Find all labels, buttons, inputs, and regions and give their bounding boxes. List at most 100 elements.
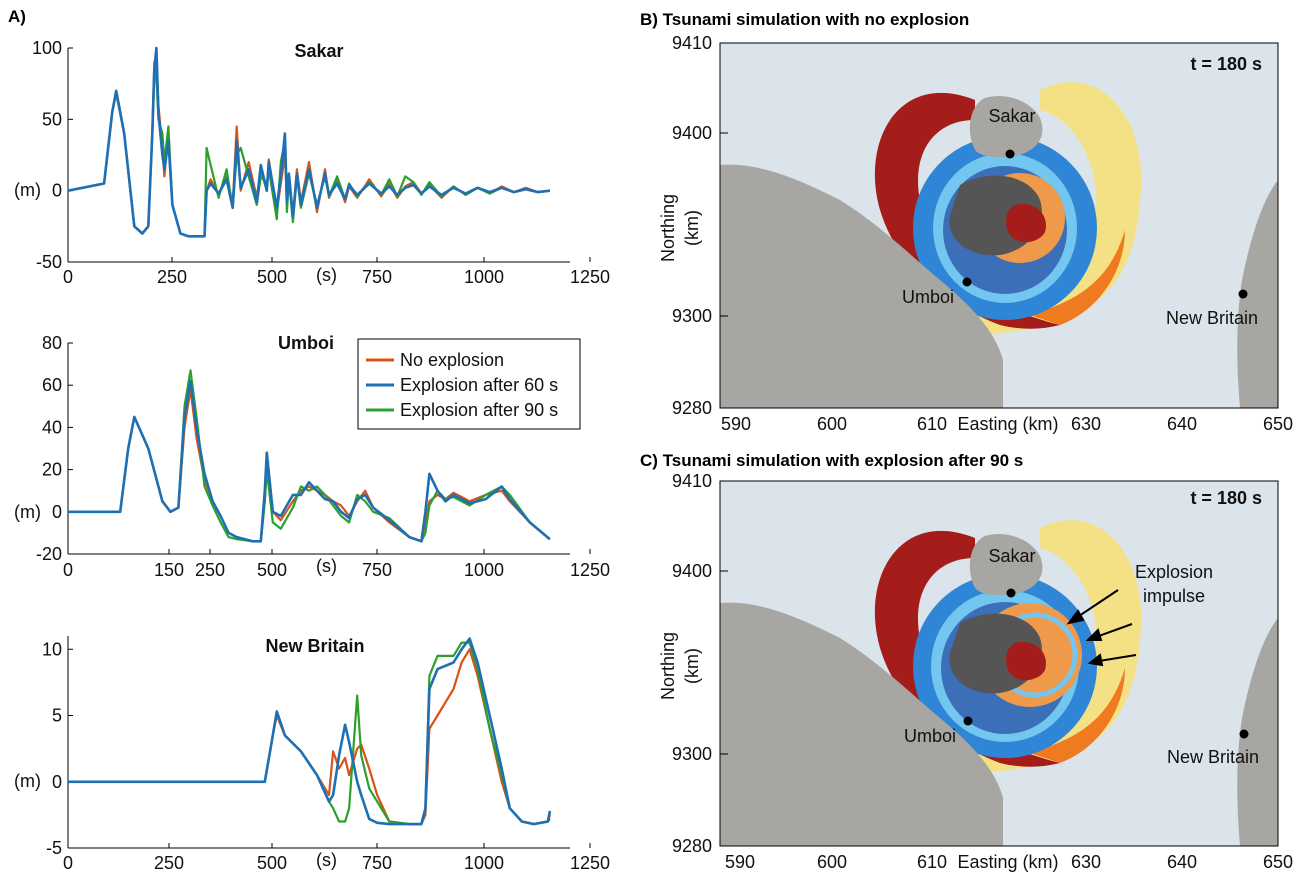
new-britain-ytick-label: 10 — [42, 639, 62, 659]
new-britain-xtick-label: 250 — [154, 853, 184, 873]
map-b-xtick-600: 600 — [817, 414, 847, 434]
umboi-ytick-label: 60 — [42, 375, 62, 395]
umboi-xtick-label: 0 — [63, 560, 73, 580]
map-b: t = 180 s Sakar Umboi New Britain 9410 9… — [658, 33, 1293, 434]
map-b-new-britain-label: New Britain — [1166, 308, 1258, 328]
map-c-new-britain-marker — [1239, 729, 1249, 739]
map-c-ytick-9300: 9300 — [672, 744, 712, 764]
umboi-ytick-label: 20 — [42, 460, 62, 480]
map-c-xtick-640: 640 — [1167, 852, 1197, 872]
map-c-umboi-island — [720, 602, 1003, 846]
map-b-xtick-610: 610 — [917, 414, 947, 434]
arrow-head-icon — [1087, 653, 1104, 667]
map-c-umboi-marker — [963, 716, 973, 726]
new-britain-series-no-explosion — [68, 648, 551, 826]
new-britain-xtick-label: 1250 — [570, 853, 610, 873]
sakar-xtick-label: 1250 — [570, 267, 610, 287]
new-britain-series-explosion-90 — [68, 641, 551, 826]
sakar-ytick-label: 0 — [52, 181, 62, 201]
sakar-series-explosion-60 — [67, 46, 551, 238]
umboi-ytick-label: -20 — [36, 544, 62, 564]
new-britain-xtick-label: 0 — [63, 853, 73, 873]
sakar-xtick-label: 750 — [362, 267, 392, 287]
map-b-umboi-island — [720, 164, 1003, 408]
map-b-xlabel: Easting (km) — [957, 414, 1058, 434]
legend-label-no-explosion: No explosion — [400, 350, 504, 370]
map-c-sakar-island — [969, 534, 1043, 596]
map-c-ytick-9410: 9410 — [672, 471, 712, 491]
map-b-sakar-island — [969, 96, 1043, 158]
new-britain-ytick-label: -5 — [46, 838, 62, 858]
arrow-icon — [1098, 654, 1137, 662]
new-britain-xtick-label: 1000 — [464, 853, 504, 873]
map-b-ytick-9410: 9410 — [672, 33, 712, 53]
legend-box — [357, 338, 581, 430]
map-c-xtick-600: 600 — [817, 852, 847, 872]
legend-label-explosion-60: Explosion after 60 s — [400, 375, 558, 395]
map-c-new-britain-label: New Britain — [1167, 747, 1259, 767]
sakar-ytick-label: 100 — [32, 38, 62, 58]
map-b-new-britain-island — [1237, 180, 1278, 408]
map-c-time-label: t = 180 s — [1190, 488, 1262, 508]
new-britain-ytick-label: 5 — [52, 706, 62, 726]
map-c-arrows — [1066, 589, 1137, 667]
arrow-head-icon — [1066, 609, 1085, 625]
legend: No explosion Explosion after 60 s Explos… — [357, 338, 581, 430]
umboi-y-unit: (m) — [14, 502, 41, 522]
umboi-xtick-label: 150 — [154, 560, 184, 580]
map-c-sakar-label: Sakar — [988, 546, 1035, 566]
map-b-umboi-marker — [962, 277, 972, 287]
map-c-new-britain-island — [1237, 618, 1278, 846]
map-c-wave-yellow — [925, 520, 1142, 772]
map-b-time-label: t = 180 s — [1190, 54, 1262, 74]
umboi-series-explosion-60 — [68, 379, 551, 543]
map-b-xtick-640: 640 — [1167, 414, 1197, 434]
umboi-xtick-label: 250 — [195, 560, 225, 580]
map-b-new-britain-marker — [1238, 289, 1248, 299]
sakar-x-unit: (s) — [316, 265, 337, 285]
map-b-ytick-9300: 9300 — [672, 306, 712, 326]
umboi-xtick-label: 1000 — [464, 560, 504, 580]
map-b-xtick-630: 630 — [1071, 414, 1101, 434]
map-c-wave-orange — [1030, 668, 1125, 763]
umboi-ytick-label: 80 — [42, 333, 62, 353]
map-b-frame — [719, 42, 1279, 409]
map-c-red-core — [1006, 642, 1046, 681]
umboi-ytick-label: 0 — [52, 502, 62, 522]
sakar-xtick-label: 0 — [63, 267, 73, 287]
map-c-ylabel-2: (km) — [682, 648, 702, 684]
panel-c-title: C) Tsunami simulation with explosion aft… — [640, 451, 1023, 470]
map-b-sakar-marker — [1005, 149, 1015, 159]
sakar-y-unit: (m) — [14, 180, 41, 200]
panel-a-label: A) — [8, 7, 26, 26]
map-b-ytick-9280: 9280 — [672, 398, 712, 418]
sakar-xtick-label: 250 — [157, 267, 187, 287]
panel-b-title: B) Tsunami simulation with no explosion — [640, 10, 969, 29]
map-b-xtick-650: 650 — [1263, 414, 1293, 434]
arrow-head-icon — [1085, 628, 1103, 641]
map-b-ylabel-1: Northing — [658, 194, 678, 262]
map-c-xtick-590: 590 — [725, 852, 755, 872]
map-c-sakar-marker — [1006, 588, 1016, 598]
map-b-ytick-9400: 9400 — [672, 123, 712, 143]
map-c-ylabel-1: Northing — [658, 632, 678, 700]
map-c-annotation-1: Explosion — [1135, 562, 1213, 582]
map-c-ytick-9280: 9280 — [672, 836, 712, 856]
sakar-title: Sakar — [294, 41, 343, 61]
map-c-ytick-9400: 9400 — [672, 561, 712, 581]
sakar-xtick-label: 500 — [257, 267, 287, 287]
map-b-ylabel-2: (km) — [682, 210, 702, 246]
new-britain-xtick-label: 750 — [362, 853, 392, 873]
sakar-series-no-explosion — [67, 53, 551, 238]
map-c-xtick-610: 610 — [917, 852, 947, 872]
new-britain-x-unit: (s) — [316, 850, 337, 870]
umboi-xtick-label: 750 — [362, 560, 392, 580]
map-b-xtick-590: 590 — [721, 414, 751, 434]
map-c-frame — [719, 480, 1279, 847]
new-britain-xtick-label: 500 — [257, 853, 287, 873]
map-b-umboi-label: Umboi — [902, 287, 954, 307]
